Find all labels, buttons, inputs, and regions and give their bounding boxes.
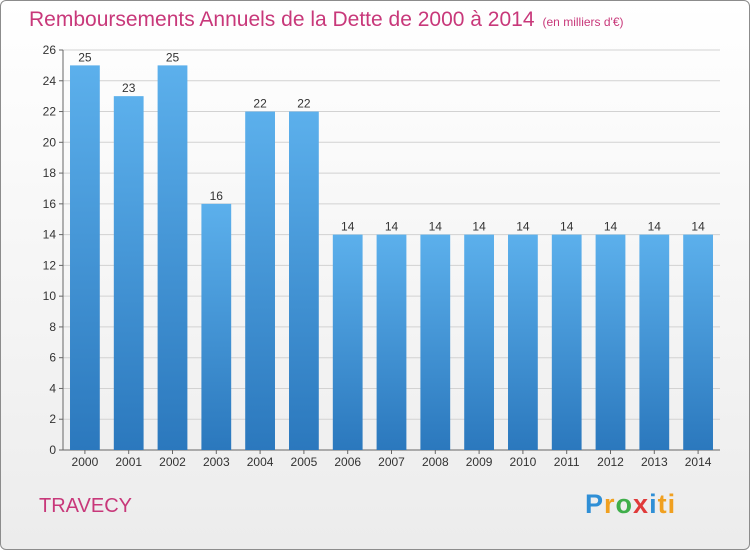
bar	[551, 234, 582, 450]
x-tick-label: 2000	[72, 455, 99, 469]
x-tick-label: 2002	[159, 455, 186, 469]
x-tick-label: 2013	[641, 455, 668, 469]
data-label: 14	[648, 220, 662, 234]
chart-title: Remboursements Annuels de la Dette de 20…	[29, 8, 624, 32]
y-tick-label: 10	[43, 289, 57, 303]
x-tick-label: 2004	[247, 455, 274, 469]
data-label: 22	[253, 97, 267, 111]
bar	[201, 203, 232, 450]
title-unit: (en milliers d'€)	[542, 15, 624, 29]
bar	[595, 234, 626, 450]
y-tick-label: 8	[49, 320, 56, 334]
y-tick-label: 18	[43, 166, 57, 180]
bar	[332, 234, 363, 450]
x-tick-label: 2003	[203, 455, 230, 469]
bar	[245, 111, 275, 451]
x-tick-label: 2007	[378, 455, 405, 469]
y-tick-label: 12	[43, 258, 57, 272]
bar	[113, 96, 144, 451]
x-tick-label: 2011	[554, 455, 580, 469]
bar	[376, 234, 407, 450]
x-tick-label: 2012	[597, 455, 624, 469]
y-tick-label: 2	[49, 412, 56, 426]
data-label: 14	[516, 220, 530, 234]
x-tick-label: 2010	[510, 455, 537, 469]
data-label: 23	[122, 81, 136, 95]
y-tick-label: 16	[43, 197, 57, 211]
data-label: 14	[560, 220, 574, 234]
x-tick-label: 2014	[685, 455, 712, 469]
bar	[289, 111, 319, 451]
bar	[70, 65, 100, 450]
bar	[157, 65, 188, 450]
x-tick-label: 2006	[334, 455, 361, 469]
data-label: 14	[429, 220, 443, 234]
data-label: 14	[385, 220, 399, 234]
y-tick-label: 14	[43, 228, 57, 242]
data-label: 14	[691, 220, 705, 234]
x-tick-label: 2008	[422, 455, 449, 469]
y-tick-label: 26	[43, 43, 57, 57]
data-label: 25	[78, 50, 92, 64]
bar	[639, 234, 670, 450]
bar	[420, 234, 451, 450]
y-tick-label: 20	[43, 135, 57, 149]
data-label: 16	[210, 189, 224, 203]
proxiti-logo: Proxiti	[585, 489, 677, 519]
data-label: 22	[297, 97, 311, 111]
data-label: 25	[166, 50, 180, 64]
title-text: Remboursements Annuels de la Dette de 20…	[29, 8, 535, 31]
y-tick-label: 24	[43, 74, 57, 88]
y-tick-label: 0	[49, 443, 56, 457]
y-tick-label: 4	[49, 381, 56, 395]
data-label: 14	[604, 220, 618, 234]
y-tick-label: 22	[43, 105, 57, 119]
bar	[683, 234, 713, 450]
data-label: 14	[472, 220, 486, 234]
x-tick-label: 2001	[115, 455, 142, 469]
y-tick-label: 6	[49, 351, 56, 365]
commune-name: TRAVECY	[39, 495, 132, 517]
x-tick-label: 2005	[291, 455, 318, 469]
bar	[464, 234, 494, 450]
bar	[508, 234, 538, 450]
data-label: 14	[341, 220, 355, 234]
x-tick-label: 2009	[466, 455, 493, 469]
